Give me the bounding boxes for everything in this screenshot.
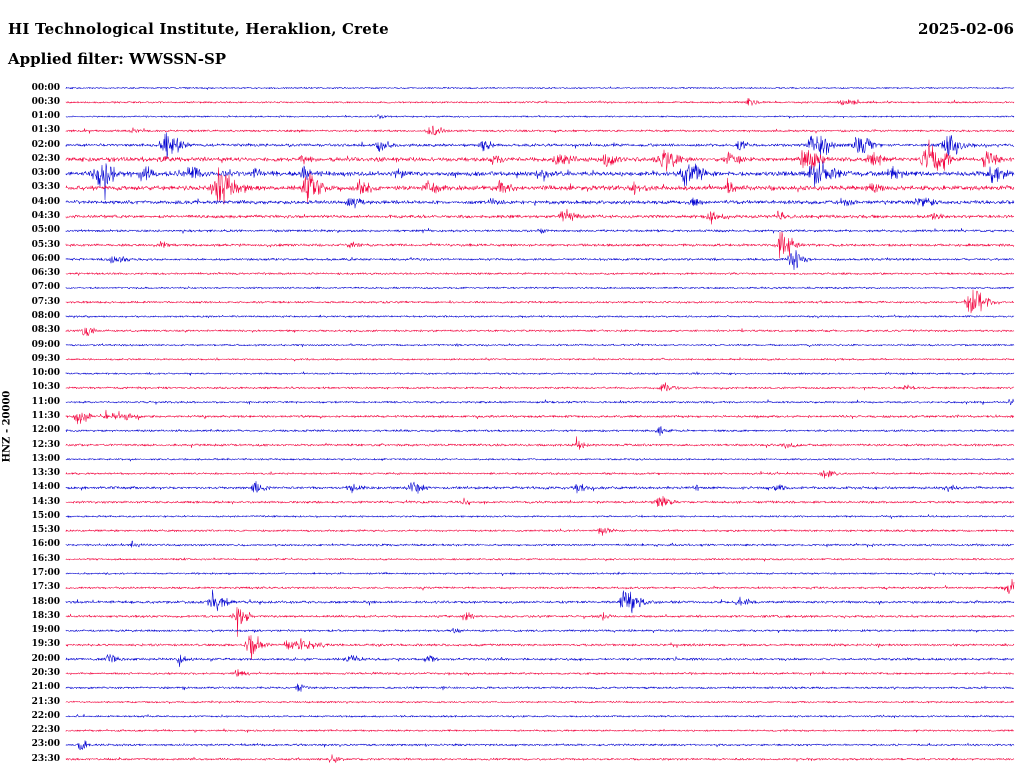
seismogram-canvas — [0, 0, 1024, 780]
helicorder-page: HI Technological Institute, Heraklion, C… — [0, 0, 1024, 780]
